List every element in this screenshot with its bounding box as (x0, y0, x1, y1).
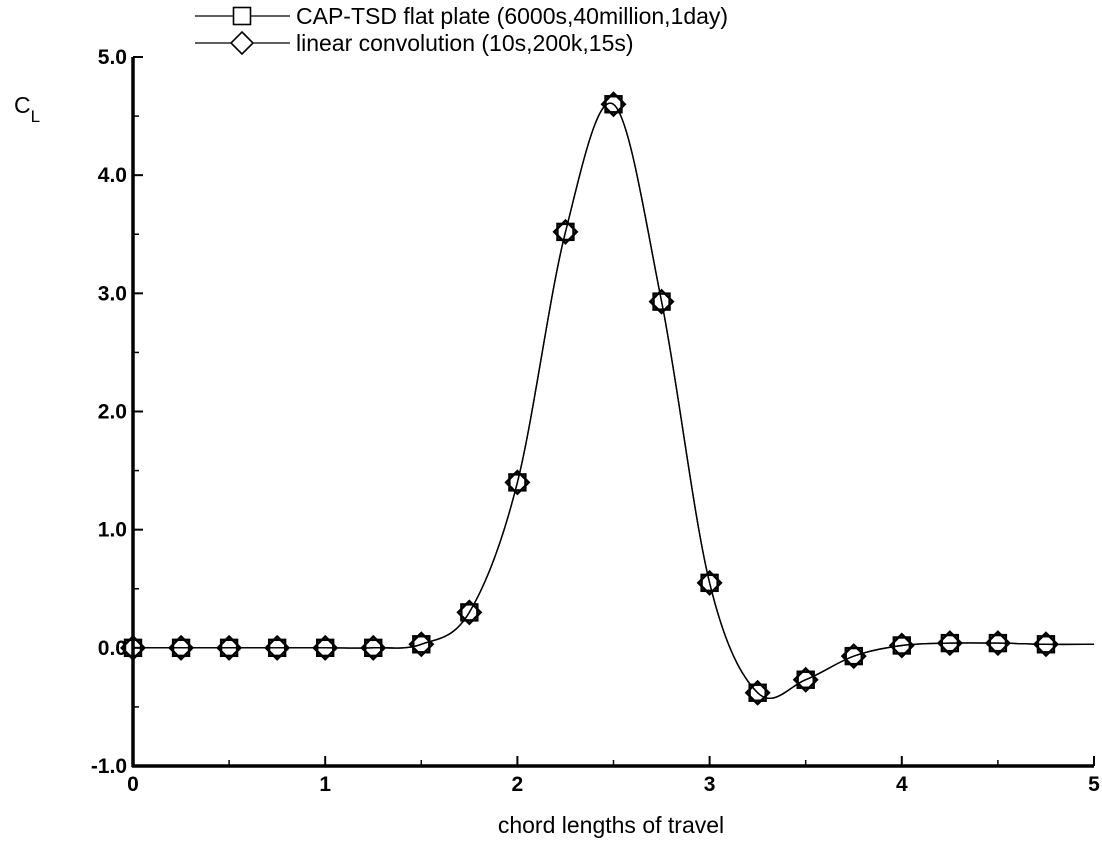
legend-label-convolution: linear convolution (10s,200k,15s) (296, 30, 634, 56)
y-tick-label: -1.0 (91, 755, 127, 778)
x-tick-label: 1 (319, 773, 331, 796)
diamond-marker-point (648, 288, 675, 315)
diamond-marker-point (936, 630, 963, 657)
square-marker-point (1036, 635, 1056, 654)
square-marker-point (700, 573, 719, 593)
x-tick-label: 3 (704, 773, 716, 796)
diamond-marker-point (120, 634, 146, 661)
diamond-marker-point (456, 599, 483, 626)
y-tick-label: 3.0 (98, 282, 127, 305)
diamond-marker-point (312, 634, 339, 661)
y-tick-label: 0.0 (98, 637, 127, 660)
y-tick-label: 1.0 (98, 519, 127, 542)
diamond-marker-point (168, 634, 195, 661)
x-tick-label: 4 (896, 773, 908, 796)
square-marker-point (460, 603, 479, 622)
diamond-marker-point (264, 634, 291, 661)
diamond-marker-point (360, 634, 387, 661)
y-axis-label: CL (14, 92, 40, 126)
square-marker-point (844, 646, 863, 666)
legend-diamond-marker (229, 30, 255, 56)
y-tick-label: 2.0 (98, 401, 127, 424)
series-line-1 (132, 102, 1095, 699)
square-marker-point (219, 638, 239, 658)
y-tick-label: 4.0 (98, 164, 127, 187)
diamond-marker-point (552, 218, 579, 245)
diamond-marker-point (840, 643, 867, 670)
axes: 0 1 2 3 4 5 -1.0 0.0 1.0 2.0 3.0 4.0 5.0 (91, 46, 1100, 796)
diamond-marker-point (600, 91, 627, 118)
series-markers (120, 91, 1059, 706)
square-marker-point (316, 638, 335, 658)
diamond-marker-point (1032, 631, 1059, 658)
series-line-2 (132, 102, 1095, 699)
square-marker-point (892, 636, 911, 655)
diamond-marker-point (888, 632, 915, 659)
square-marker-point (267, 638, 287, 658)
y-tick-label: 5.0 (98, 46, 127, 69)
diamond-marker-point (744, 679, 771, 706)
square-marker-point (652, 292, 671, 311)
square-marker-point (364, 638, 383, 658)
diamond-marker-point (408, 631, 435, 658)
diamond-marker-point (792, 666, 819, 693)
square-marker-point (748, 683, 767, 702)
square-marker-point (171, 638, 191, 658)
diamond-marker-point (696, 569, 723, 596)
square-marker-point (412, 635, 431, 654)
x-tick-label: 0 (127, 773, 139, 796)
square-marker-point (508, 473, 527, 492)
legend-label-capTSD: CAP-TSD flat plate (6000s,40million,1day… (296, 3, 728, 29)
series-curves (132, 102, 1095, 699)
legend: CAP-TSD flat plate (6000s,40million,1day… (195, 3, 728, 56)
square-marker-point (940, 633, 960, 653)
legend-square-marker (232, 6, 252, 26)
x-tick-label: 5 (1088, 773, 1100, 796)
square-marker-point (988, 633, 1008, 653)
diamond-marker-point (984, 630, 1011, 657)
x-tick-label: 2 (512, 773, 524, 796)
square-marker-point (556, 222, 575, 242)
diamond-marker-point (216, 634, 243, 661)
square-marker-point (604, 95, 623, 114)
x-axis-label: chord lengths of travel (498, 812, 724, 838)
diamond-marker-point (504, 469, 531, 496)
square-marker-point (123, 638, 143, 658)
square-marker-point (796, 670, 815, 689)
